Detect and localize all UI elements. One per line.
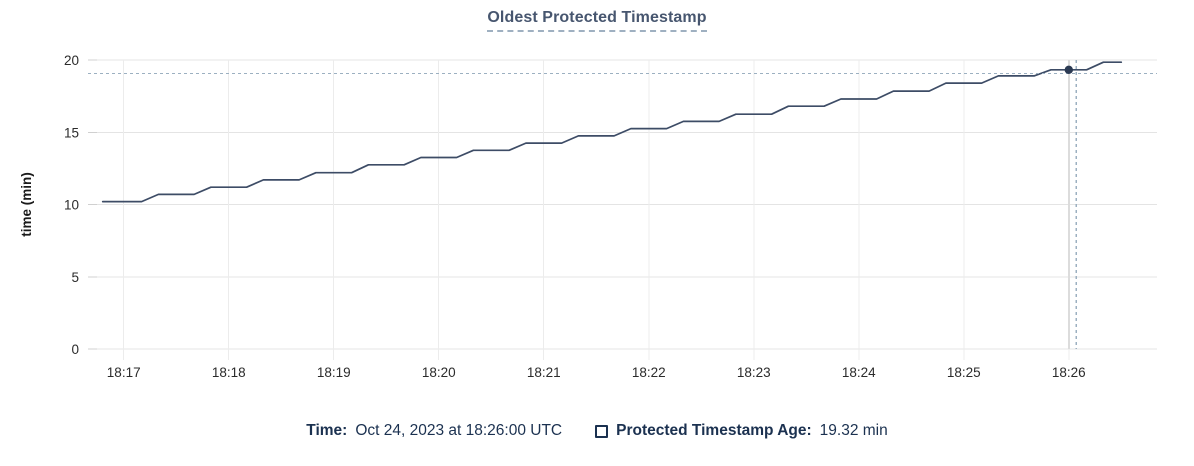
x-tick-label: 18:20 (422, 365, 456, 380)
x-tick-label: 18:17 (107, 365, 141, 380)
x-tick-label: 18:21 (527, 365, 561, 380)
legend-time-value: Oct 24, 2023 at 18:26:00 UTC (355, 422, 563, 439)
y-tick-label: 0 (71, 342, 79, 357)
y-tick-label: 5 (71, 270, 79, 285)
legend-series-label: Protected Timestamp Age: (616, 422, 812, 439)
x-tick-label: 18:18 (212, 365, 246, 380)
chart-title[interactable]: Oldest Protected Timestamp (487, 9, 707, 32)
chart-header: Oldest Protected Timestamp (0, 9, 1194, 32)
y-tick-label: 20 (64, 53, 79, 68)
hover-legend: Time: Oct 24, 2023 at 18:26:00 UTC Prote… (0, 420, 1194, 442)
hover-point-dot (1064, 65, 1073, 75)
x-tick-label: 18:23 (737, 365, 771, 380)
x-tick-label: 18:26 (1052, 365, 1086, 380)
x-tick-label: 18:22 (632, 365, 666, 380)
x-tick-label: 18:25 (947, 365, 981, 380)
series-line-protected-timestamp-age (101, 61, 1123, 203)
series-swatch-icon[interactable] (595, 424, 609, 438)
chart-plot-area[interactable]: 0 5 10 15 20 18:17 18:18 18:19 18:20 18:21 18:22 18… (0, 0, 1194, 410)
y-tick-label: 10 (64, 198, 79, 213)
y-tick-label: 15 (64, 125, 79, 140)
legend-time-label: Time: (306, 422, 348, 439)
y-axis-title: time (min) (19, 172, 34, 237)
legend-series-value: 19.32 min (819, 422, 888, 439)
x-tick-label: 18:24 (842, 365, 876, 380)
x-tick-label: 18:19 (317, 365, 351, 380)
